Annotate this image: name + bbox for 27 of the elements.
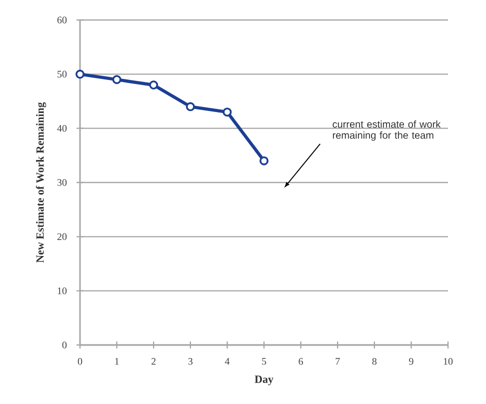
- x-tick-label: 4: [224, 358, 230, 365]
- x-tick-label: 6: [298, 358, 304, 365]
- y-tick-label: 60: [57, 16, 67, 24]
- y-tick-label: 50: [58, 70, 67, 78]
- x-tick-label: 0: [78, 358, 82, 365]
- x-tick-label: 5: [262, 358, 266, 365]
- y-tick-label: 10: [58, 287, 67, 294]
- x-axis-title: Day: [254, 376, 274, 386]
- point: [112, 75, 122, 84]
- x-tick-label: 3: [188, 358, 193, 365]
- x-tick-label: 10: [444, 358, 453, 365]
- point: [186, 102, 195, 112]
- y-tick-label: 20: [57, 233, 67, 240]
- point: [222, 108, 232, 117]
- annotation: current estimate of work remaining for the team: [332, 120, 441, 141]
- x-tick-label: 9: [409, 358, 414, 365]
- y-axis-title: New Estimate of Work Remaining: [36, 102, 46, 263]
- y-tick-label: 0: [62, 342, 67, 348]
- y-tick-label: 40: [57, 124, 67, 132]
- x-tick-label: 8: [372, 358, 377, 365]
- x-tick-label: 1: [115, 358, 119, 365]
- point: [260, 156, 269, 166]
- y-tick-label: 30: [57, 179, 67, 186]
- point: [76, 70, 85, 79]
- point: [149, 80, 158, 90]
- x-tick-label: 7: [336, 358, 340, 365]
- x-tick-label: 2: [152, 358, 156, 365]
